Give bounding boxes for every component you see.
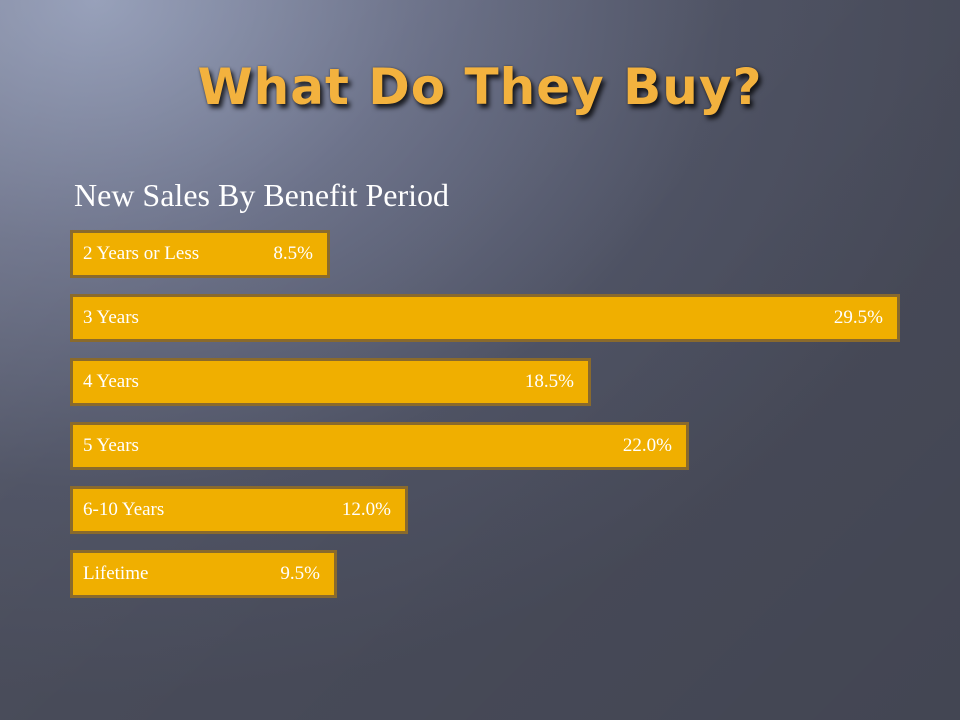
bar-value-label: 9.5% [280,563,320,584]
bar-category-label: 4 Years [83,371,139,392]
bar: 3 Years 29.5% [70,294,900,342]
bar-category-label: 3 Years [83,307,139,328]
bar: 4 Years 18.5% [70,358,591,406]
bar-category-label: 2 Years or Less [83,243,200,264]
bar-category-label: Lifetime [83,563,149,584]
bar-category-label: 6-10 Years [83,499,165,520]
chart-subtitle: New Sales By Benefit Period [74,177,450,213]
bar: Lifetime 9.5% [70,550,337,598]
bar: 2 Years or Less 8.5% [70,230,330,278]
bar-category-label: 5 Years [83,435,139,456]
bar-value-label: 12.0% [341,499,391,520]
slide-title: What Do They Buy? [197,58,763,116]
bar-value-label: 29.5% [833,307,883,328]
bar-value-label: 22.0% [622,435,672,456]
bar-value-label: 18.5% [524,371,574,392]
bar: 5 Years 22.0% [70,422,689,470]
bar-value-label: 8.5% [273,243,313,264]
bar: 6-10 Years 12.0% [70,486,408,534]
